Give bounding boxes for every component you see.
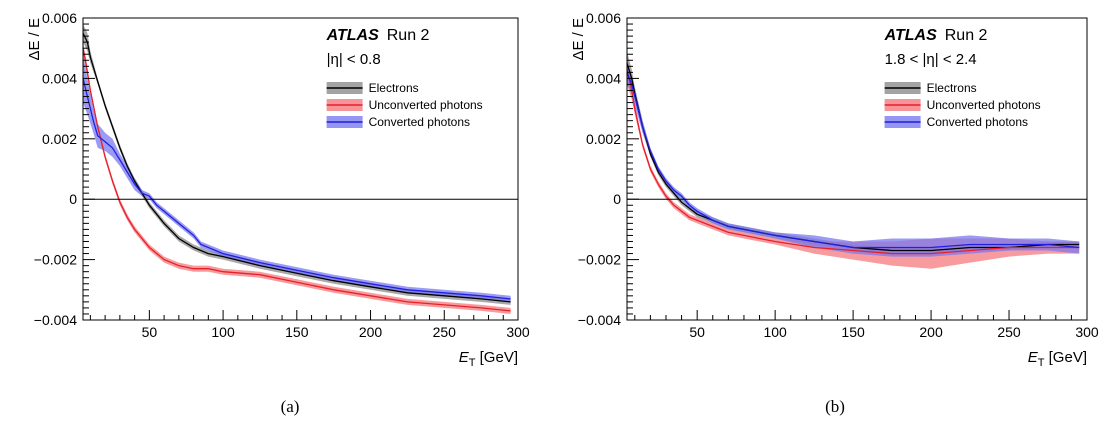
panel-a: 50 100 150 200 250 300 −0.004 −0.002 0 0.002 0.00…	[26, 10, 530, 369]
panel-a-line-1	[82, 48, 511, 312]
panel-b-y-axis-label: ΔE / E	[570, 18, 587, 61]
panel-a-x-tick-label-4: 250	[433, 324, 457, 340]
panel-b-x-axis-label-unit: [GeV]	[1044, 349, 1087, 366]
panel-a-run: Run 2	[387, 27, 430, 44]
panel-a-y-tick-label-5: 0.006	[42, 10, 77, 26]
panel-a-y-axis-label: ΔE / E	[26, 18, 43, 61]
panel-a-y-tick-label-0: −0.004	[34, 312, 77, 328]
panel-a-y-ticks: −0.004 −0.002 0 0.002 0.004 0.006	[34, 10, 95, 328]
panel-a-y-tick-label-4: 0.004	[42, 70, 77, 86]
panel-a-lines	[82, 32, 511, 312]
panel-b-x-axis-label-main: E	[1028, 349, 1039, 366]
panel-b-y-ticks: −0.004 −0.002 0 0.002 0.004 0.006	[578, 10, 639, 328]
panel-b-line-1	[626, 69, 1080, 255]
panel-b-legend: Electrons Unconverted photons Converted ph…	[884, 81, 1041, 129]
panel-b-x-ticks: 50 100 150 200 250 300	[634, 310, 1099, 340]
panel-b-run: Run 2	[945, 27, 988, 44]
panel-b-y-tick-label-3: 0.002	[586, 131, 621, 147]
panel-a-y-tick-label-1: −0.002	[34, 252, 77, 268]
panel-b-frame	[626, 17, 1088, 321]
panel-a-x-tick-label-2: 150	[285, 324, 309, 340]
panel-b-y-tick-label-2: 0	[613, 191, 621, 207]
panel-b-atlas-label: ATLAS Run 2	[884, 27, 988, 44]
panel-a-legend-label-1: Unconverted photons	[369, 98, 483, 112]
panel-a-legend: Electrons Unconverted photons Converted ph…	[326, 81, 483, 129]
panel-a-x-tick-label-3: 200	[359, 324, 383, 340]
panel-a-region-label: |η| < 0.8	[327, 51, 381, 68]
panel-b-bands	[627, 51, 1080, 269]
panel-a-atlas-label: ATLAS Run 2	[326, 27, 430, 44]
panel-b-x-tick-label-3: 200	[919, 324, 943, 340]
panel-b-lines	[626, 63, 1080, 255]
panel-b-legend-label-2: Converted photons	[927, 115, 1028, 129]
panel-b-x-tick-label-0: 50	[689, 324, 705, 340]
panel-a-x-axis-label-sub: T	[469, 357, 476, 369]
panel-a-x-ticks: 50 100 150 200 250 300	[89, 310, 530, 340]
panel-b-band-0	[627, 51, 1080, 254]
panel-b-y-tick-label-5: 0.006	[586, 10, 621, 26]
panel-a-line-0	[82, 32, 511, 303]
panel-b-x-axis-label: ET [GeV]	[1028, 349, 1087, 369]
panel-a-x-axis-label-unit: [GeV]	[475, 349, 518, 366]
panel-b-y-tick-label-4: 0.004	[586, 70, 621, 86]
panel-b-caption: (b)	[825, 397, 845, 416]
panel-b-band-2	[627, 60, 1080, 257]
panel-a-legend-label-2: Converted photons	[369, 115, 470, 129]
panel-a-x-tick-label-1: 100	[211, 324, 235, 340]
panel-b-experiment: ATLAS	[884, 27, 937, 44]
panel-a-band-0	[83, 24, 511, 305]
panel-b-x-tick-label-4: 250	[997, 324, 1021, 340]
panel-a-y-tick-label-2: 0	[69, 191, 77, 207]
panel-b-legend-label-1: Unconverted photons	[927, 98, 1041, 112]
panel-a-x-tick-label-0: 50	[142, 324, 158, 340]
panel-a-x-axis-label-main: E	[459, 349, 470, 366]
panel-a-legend-label-0: Electrons	[369, 81, 419, 95]
panel-b-x-tick-label-1: 100	[763, 324, 787, 340]
panel-b-x-axis-label-sub: T	[1038, 357, 1045, 369]
panel-b-x-tick-label-5: 300	[1075, 324, 1099, 340]
panel-a-caption: (a)	[281, 397, 300, 416]
panel-a-x-tick-label-5: 300	[506, 324, 530, 340]
panel-b-line-2	[626, 72, 1080, 249]
panel-a-y-tick-label-3: 0.002	[42, 131, 77, 147]
panel-a-x-axis-label: ET [GeV]	[459, 349, 518, 369]
panel-a-band-2	[83, 54, 511, 302]
panel-b-y-tick-label-0: −0.004	[578, 312, 621, 328]
panel-b-legend-label-0: Electrons	[927, 81, 977, 95]
panel-b-x-tick-label-2: 150	[841, 324, 865, 340]
panel-a-line-2	[82, 78, 511, 300]
panel-a-experiment: ATLAS	[326, 27, 379, 44]
panel-b: 50 100 150 200 250 300 −0.004 −0.002 0 0.002 0.00…	[570, 10, 1099, 369]
panel-b-region-label: 1.8 < |η| < 2.4	[885, 51, 977, 68]
panel-b-y-tick-label-1: −0.002	[578, 252, 621, 268]
panel-b-band-1	[627, 54, 1080, 269]
